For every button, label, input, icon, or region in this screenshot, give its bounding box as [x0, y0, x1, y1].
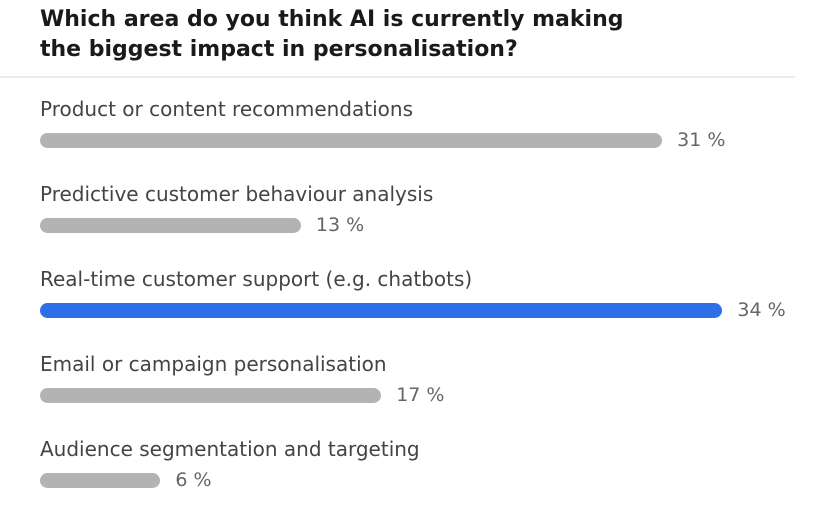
category-label: Predictive customer behaviour analysis: [40, 182, 434, 206]
category-label: Product or content recommendations: [40, 97, 413, 121]
bar: [40, 133, 663, 148]
bar: [40, 388, 382, 403]
value-label: 13 %: [315, 214, 365, 236]
chart-title: Which area do you think AI is currently …: [40, 7, 624, 62]
value-label: 34 %: [737, 299, 786, 321]
value-label: 17 %: [396, 384, 445, 406]
bar: [40, 473, 161, 488]
bar: [40, 303, 723, 318]
category-label: Real-time customer support (e.g. chatbot…: [40, 267, 473, 291]
value-label: 31 %: [677, 129, 726, 151]
bar: [40, 218, 301, 233]
separator: [0, 76, 795, 78]
value-label: 6 %: [175, 469, 212, 491]
category-label: Audience segmentation and targeting: [40, 437, 420, 461]
category-label: Email or campaign personalisation: [40, 352, 387, 376]
